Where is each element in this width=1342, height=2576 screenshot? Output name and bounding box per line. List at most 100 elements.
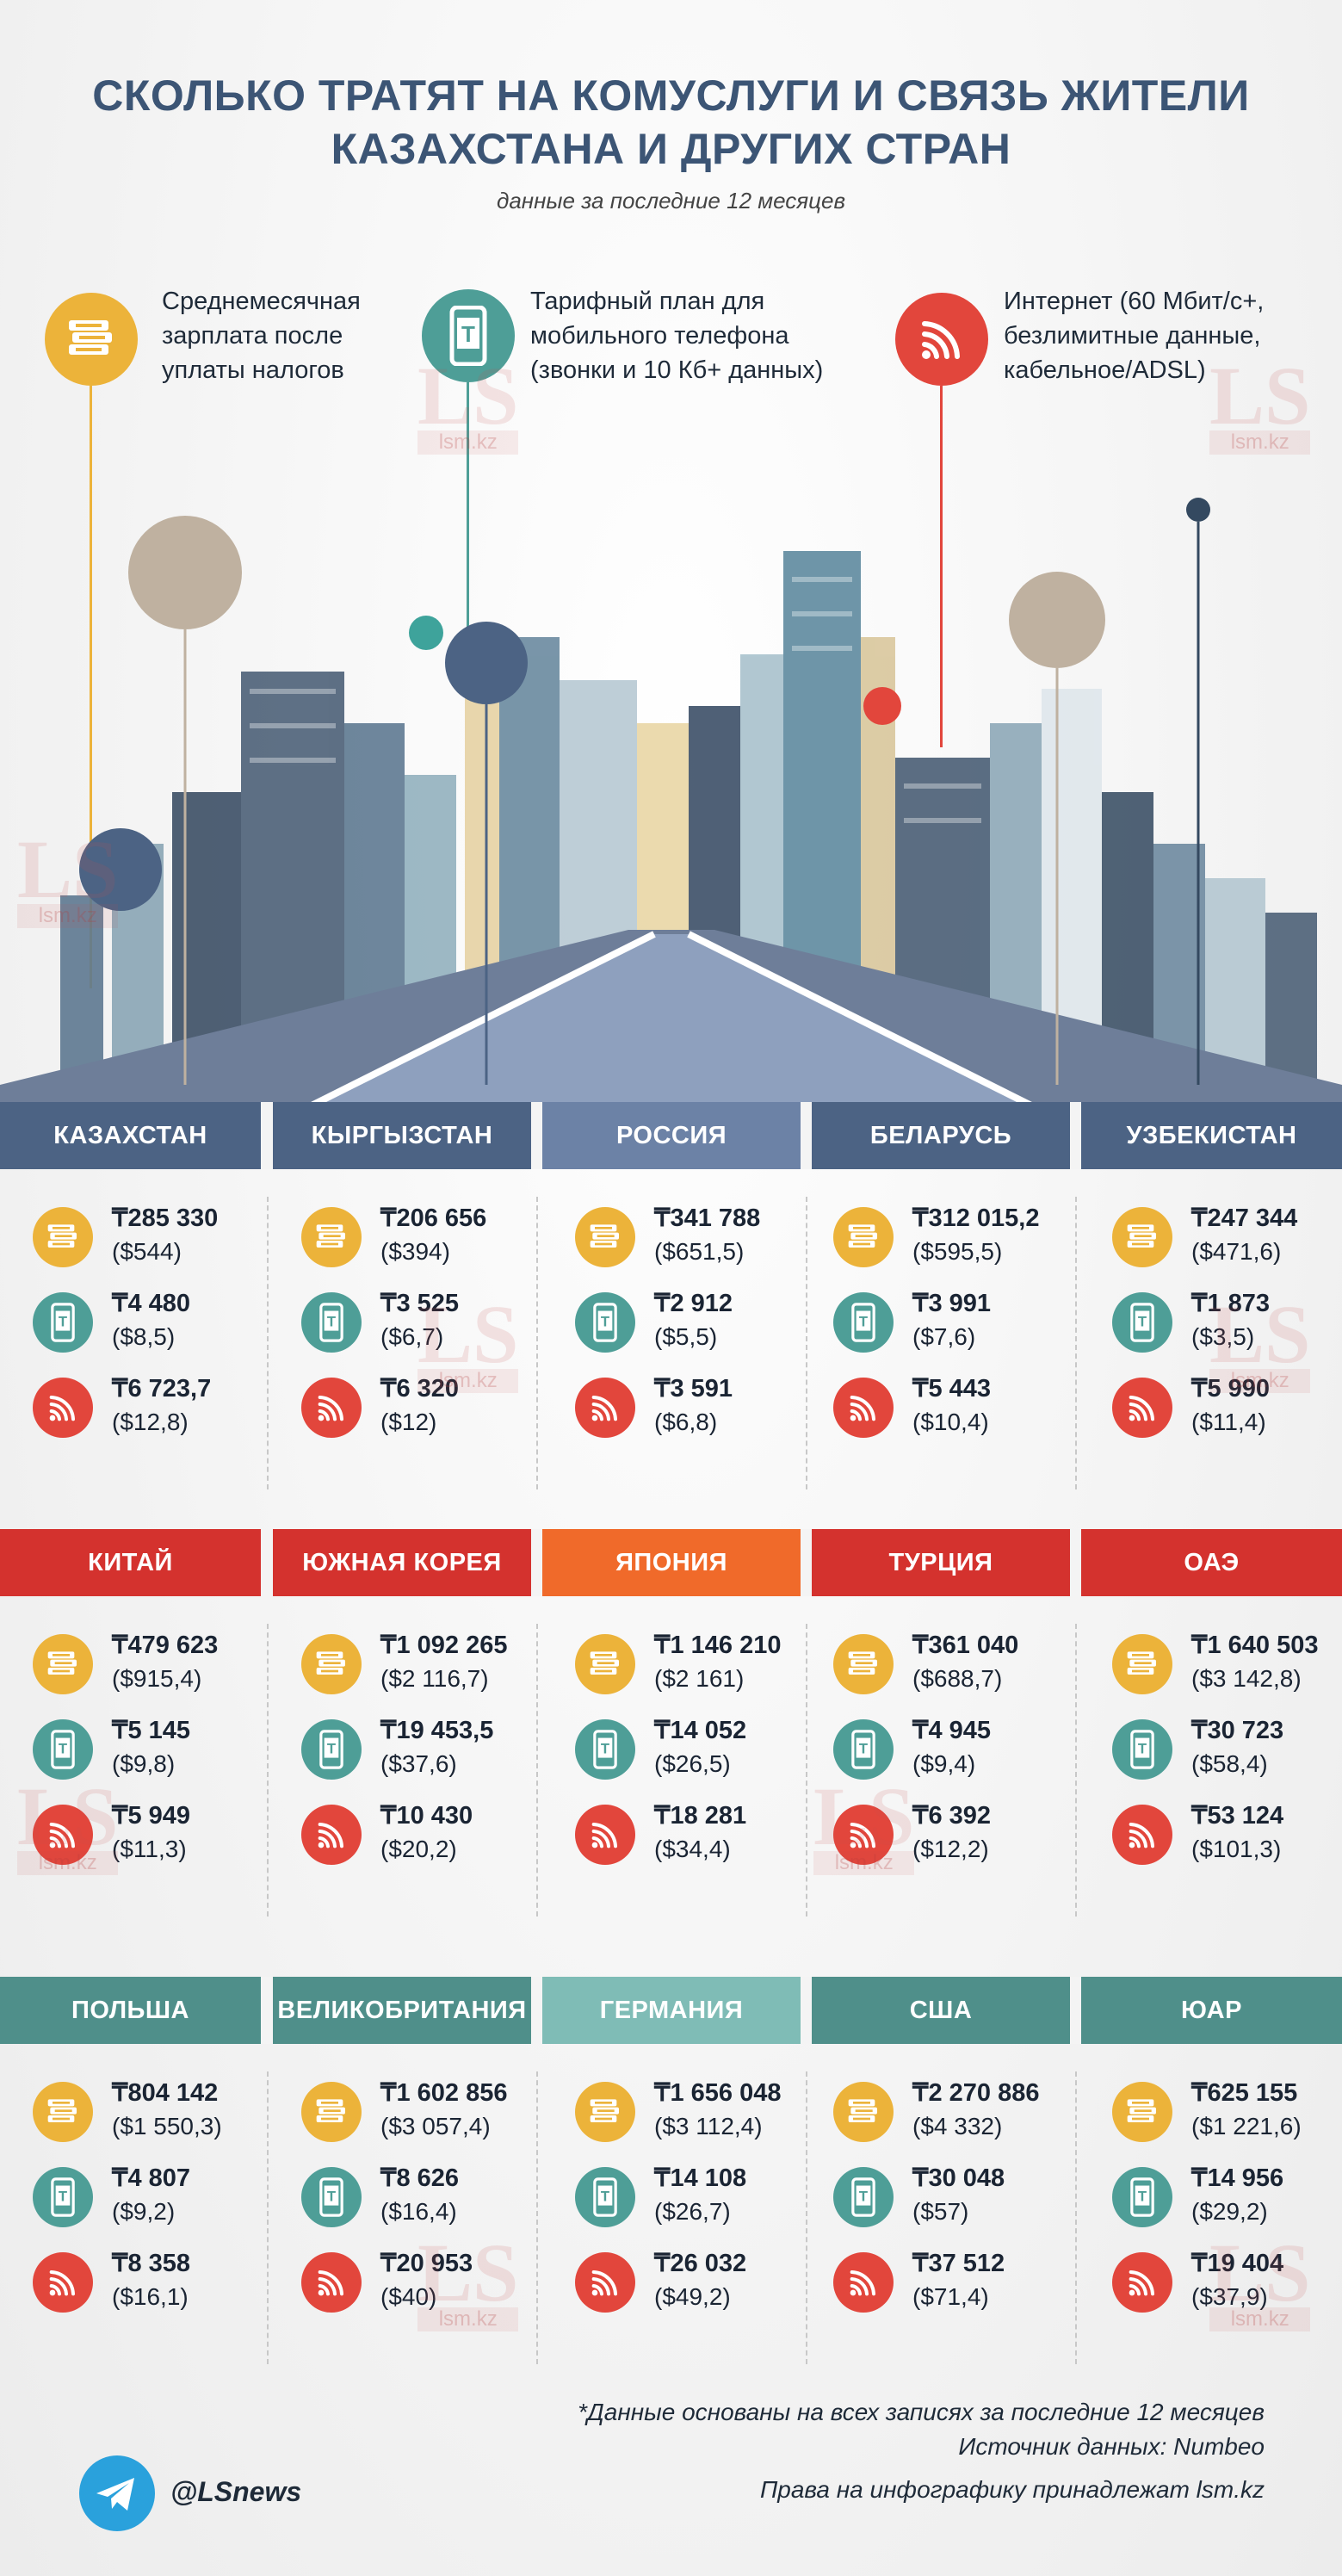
internet-row: ₸6 392 ($12,2) [833, 1799, 1092, 1873]
legend-internet-text: Интернет (60 Мбит/с+, безлимитные данные… [1004, 288, 1265, 384]
money-stack-icon [575, 1634, 635, 1694]
salary-row: ₸1 656 048 ($3 112,4) [575, 2077, 833, 2151]
mobile-row: T ₸3 525 ($6,7) [301, 1287, 560, 1361]
internet-value-kzt: ₸10 430 [380, 1802, 473, 1830]
mobile-value-usd: ($57) [912, 2198, 969, 2225]
svg-text:T: T [859, 2188, 868, 2204]
mobile-value-usd: ($9,4) [912, 1750, 976, 1777]
mobile-phone-icon: T [575, 1719, 635, 1780]
salary-row: ₸1 146 210 ($2 161) [575, 1629, 833, 1703]
salary-row: ₸206 656 ($394) [301, 1202, 560, 1276]
watermark: LS lsm.kz [1209, 350, 1311, 455]
mobile-value-usd: ($3,5) [1191, 1323, 1255, 1350]
internet-value-kzt: ₸6 723,7 [112, 1375, 212, 1403]
header-kazakhstan: КАЗАХСТАН [0, 1102, 261, 1169]
svg-text:T: T [327, 1740, 336, 1756]
svg-text:T: T [327, 2188, 336, 2204]
title-line-2: КАЗАХСТАНА И ДРУГИХ СТРАН [331, 125, 1011, 173]
internet-value-kzt: ₸5 990 [1191, 1375, 1271, 1403]
svg-text:T: T [59, 1313, 67, 1329]
money-stack-icon [33, 1207, 93, 1267]
svg-text:T: T [601, 1740, 609, 1756]
mobile-value-usd: ($6,7) [380, 1323, 444, 1350]
header-china: КИТАЙ [0, 1529, 261, 1596]
column-divider [536, 2071, 538, 2364]
mobile-value-kzt: ₸30 723 [1191, 1717, 1284, 1744]
salary-row: ₸247 344 ($471,6) [1112, 1202, 1342, 1276]
mobile-value-kzt: ₸1 873 [1191, 1290, 1271, 1317]
telegram-handle[interactable]: @LSnews [170, 2476, 302, 2507]
salary-row: ₸285 330 ($544) [33, 1202, 291, 1276]
column-divider [536, 1624, 538, 1917]
internet-value-kzt: ₸5 949 [112, 1802, 191, 1830]
mobile-value-kzt: ₸3 525 [380, 1290, 460, 1317]
column-divider [1075, 2071, 1077, 2364]
internet-value-usd: ($11,4) [1191, 1409, 1266, 1435]
column-divider [806, 2071, 807, 2364]
internet-row: ₸6 723,7 ($12,8) [33, 1372, 291, 1446]
salary-value-usd: ($544) [112, 1238, 182, 1265]
svg-text:T: T [461, 321, 475, 347]
mobile-phone-icon: T [1112, 1719, 1172, 1780]
salary-value-kzt: ₸1 640 503 [1191, 1632, 1319, 1659]
telegram-icon[interactable] [79, 2455, 155, 2531]
mobile-phone-icon: T [575, 2167, 635, 2227]
wifi-icon [1112, 1805, 1172, 1865]
internet-value-kzt: ₸37 512 [912, 2250, 1005, 2277]
footer-rights: Права на инфографику принадлежат lsm.kz [759, 2476, 1265, 2503]
mobile-value-usd: ($26,7) [654, 2198, 731, 2225]
salary-value-kzt: ₸1 092 265 [380, 1632, 508, 1659]
mobile-row: T ₸3 991 ($7,6) [833, 1287, 1092, 1361]
city-skyline-illustration [0, 498, 1342, 1119]
mobile-value-usd: ($9,8) [112, 1750, 176, 1777]
watermark: LS lsm.kz [417, 2226, 519, 2331]
svg-text:T: T [601, 2188, 609, 2204]
salary-value-usd: ($651,5) [654, 1238, 745, 1265]
mobile-row: T ₸4 480 ($8,5) [33, 1287, 291, 1361]
header-turkey: ТУРЦИЯ [812, 1529, 1070, 1596]
legend-salary-text: Среднемесячная зарплата после уплаты нал… [162, 288, 361, 384]
mobile-phone-icon: T [833, 1292, 894, 1353]
money-stack-icon [575, 2082, 635, 2142]
mobile-value-kzt: ₸5 145 [112, 1717, 191, 1744]
mobile-value-usd: ($37,6) [380, 1750, 457, 1777]
watermark: LS lsm.kz [17, 1770, 119, 1875]
mobile-value-usd: ($5,5) [654, 1323, 718, 1350]
salary-row: ₸1 602 856 ($3 057,4) [301, 2077, 560, 2151]
mobile-value-usd: ($9,2) [112, 2198, 176, 2225]
salary-row: ₸1 092 265 ($2 116,7) [301, 1629, 560, 1703]
column-divider [1075, 1624, 1077, 1917]
column-divider [267, 1624, 269, 1917]
wifi-icon [575, 1805, 635, 1865]
column-divider [806, 1624, 807, 1917]
mobile-row: T ₸30 048 ($57) [833, 2162, 1092, 2236]
watermark: LS lsm.kz [417, 350, 519, 455]
internet-value-usd: ($12) [380, 1409, 437, 1435]
internet-row: ₸37 512 ($71,4) [833, 2247, 1092, 2321]
internet-row: ₸10 430 ($20,2) [301, 1799, 560, 1873]
header-japan: ЯПОНИЯ [542, 1529, 801, 1596]
money-stack-icon [33, 2082, 93, 2142]
mobile-phone-icon: T [1112, 2167, 1172, 2227]
salary-row: ₸361 040 ($688,7) [833, 1629, 1092, 1703]
country-cell: ₸312 015,2 ($595,5) T ₸3 991 ($7,6) ₸5 443 ($1… [833, 1202, 1092, 1486]
internet-row: ₸20 953 ($40) [301, 2247, 560, 2321]
wifi-icon [33, 1805, 93, 1865]
internet-value-usd: ($40) [380, 2283, 437, 2310]
salary-value-usd: ($3 112,4) [654, 2113, 763, 2139]
internet-value-kzt: ₸8 358 [112, 2250, 191, 2277]
country-cell: ₸206 656 ($394) T ₸3 525 ($6,7) ₸6 320 ($12) [301, 1202, 560, 1486]
country-cell: ₸479 623 ($915,4) T ₸5 145 ($9,8) ₸5 949 ($11,… [33, 1629, 291, 1913]
salary-value-usd: ($1 550,3) [112, 2113, 222, 2139]
column-divider [267, 2071, 269, 2364]
mobile-row: T ₸1 873 ($3,5) [1112, 1287, 1342, 1361]
header-usa: США [812, 1977, 1070, 2044]
mobile-value-kzt: ₸14 052 [654, 1717, 747, 1744]
mobile-value-kzt: ₸14 108 [654, 2164, 747, 2192]
mobile-phone-icon: T [33, 1292, 93, 1353]
salary-value-kzt: ₸312 015,2 [912, 1204, 1040, 1232]
header-uae: ОАЭ [1081, 1529, 1342, 1596]
money-stack-icon [1112, 1634, 1172, 1694]
mobile-value-kzt: ₸2 912 [654, 1290, 733, 1317]
